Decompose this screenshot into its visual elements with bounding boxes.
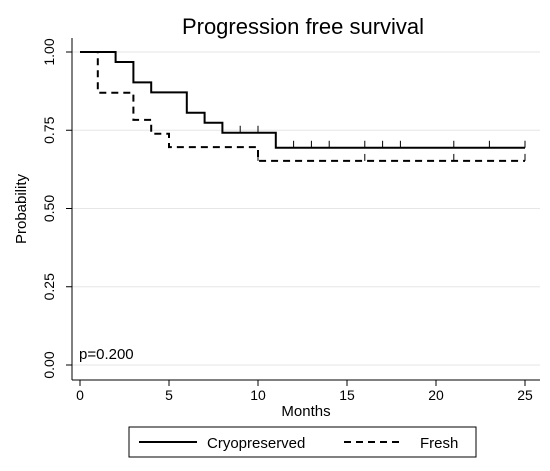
x-tick-label-5: 25	[517, 387, 533, 403]
gridlines	[72, 51, 540, 366]
x-tick-label-2: 10	[250, 387, 266, 403]
legend-label-cryopreserved: Cryopreserved	[207, 435, 305, 452]
x-tick-label-4: 20	[428, 387, 444, 403]
y-tick-label-4: 1.00	[41, 38, 57, 65]
legend-label-fresh: Fresh	[420, 435, 458, 452]
x-tick-label-3: 15	[339, 387, 355, 403]
y-ticks: 0.00 0.25 0.50 0.75 1.00	[41, 38, 72, 379]
x-ticks: 0 5 10 15 20 25	[76, 380, 533, 403]
y-tick-label-1: 0.25	[41, 273, 57, 300]
y-tick-label-2: 0.50	[41, 195, 57, 222]
x-tick-label-0: 0	[76, 387, 84, 403]
series-group	[80, 51, 526, 162]
y-axis-label: Probability	[13, 173, 30, 244]
x-tick-label-1: 5	[165, 387, 173, 403]
y-tick-label-3: 0.75	[41, 116, 57, 143]
x-axis-label: Months	[281, 403, 330, 420]
p-value-annotation: p=0.200	[79, 346, 134, 363]
chart-title: Progression free survival	[182, 14, 424, 39]
y-tick-label-0: 0.00	[41, 351, 57, 378]
legend: Cryopreserved Fresh	[128, 426, 477, 458]
series-line-cryopreserved	[80, 51, 525, 149]
series-line-fresh	[80, 51, 525, 162]
